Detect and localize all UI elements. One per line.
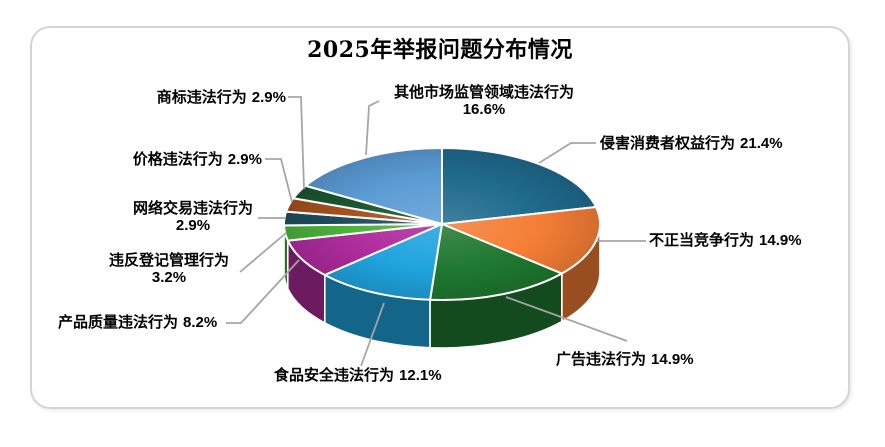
leader-lines-group — [226, 96, 646, 367]
pie-label-price: 价格违法行为 2.9% — [132, 151, 262, 168]
pie-slice-2-top — [429, 223, 563, 301]
leader-line-food-safety — [360, 302, 385, 367]
pie-label-advertising: 广告违法行为 14.9% — [556, 351, 694, 368]
pie-label-registration: 违反登记管理行为 3.2% — [108, 252, 229, 286]
leader-line-price — [265, 158, 293, 203]
pie-label-unfair-competition: 不正当竞争行为 14.9% — [649, 232, 802, 249]
pie-slices-group — [283, 147, 601, 349]
leader-line-trademark — [288, 96, 305, 190]
pie-label-product-quality: 产品质量违法行为 8.2% — [58, 314, 218, 331]
leader-line-consumer-rights — [538, 142, 596, 164]
pie-label-trademark: 商标违法行为 2.9% — [156, 89, 286, 106]
pie-label-consumer-rights: 侵害消费者权益行为 21.4% — [600, 135, 783, 152]
leader-line-other — [365, 100, 380, 156]
pie-label-other: 其他市场监管领域违法行为 16.6% — [393, 84, 574, 118]
pie-slice-3-top — [323, 223, 443, 301]
chart-title: 2025年举报问题分布情况 — [307, 37, 573, 63]
pie-label-food-safety: 食品安全违法行为 12.1% — [274, 367, 442, 384]
leader-line-advertising — [505, 296, 628, 342]
leader-line-registration — [239, 232, 287, 273]
pie-slice-0-top — [441, 147, 597, 225]
pie-slice-9-top — [304, 147, 443, 225]
pie-slice-1-top — [441, 205, 601, 275]
pie-label-online-trade: 网络交易违法行为 2.9% — [132, 200, 253, 234]
leader-line-product-quality — [226, 259, 300, 324]
